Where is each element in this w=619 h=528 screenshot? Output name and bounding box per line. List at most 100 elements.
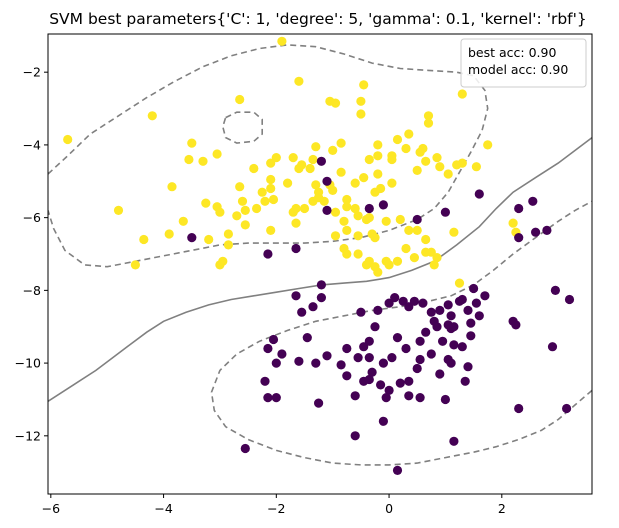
point-class-0 bbox=[392, 465, 403, 475]
point-class-1 bbox=[215, 207, 225, 217]
point-class-0 bbox=[364, 353, 374, 363]
point-class-0 bbox=[316, 280, 326, 290]
point-class-0 bbox=[322, 176, 332, 186]
point-class-0 bbox=[463, 305, 473, 315]
point-class-1 bbox=[401, 243, 411, 254]
point-class-0 bbox=[440, 207, 450, 217]
point-class-1 bbox=[401, 143, 411, 154]
point-class-1 bbox=[311, 180, 321, 190]
point-class-1 bbox=[240, 220, 250, 230]
point-class-1 bbox=[336, 167, 346, 177]
point-class-1 bbox=[291, 218, 301, 228]
point-class-1 bbox=[187, 138, 197, 148]
point-class-0 bbox=[271, 393, 281, 403]
x-tick-label: 0 bbox=[385, 501, 393, 516]
annotation-frame bbox=[460, 38, 587, 88]
point-class-1 bbox=[356, 109, 366, 119]
point-class-0 bbox=[460, 376, 470, 386]
point-class-1 bbox=[198, 156, 208, 166]
point-class-1 bbox=[249, 163, 259, 174]
point-class-1 bbox=[139, 234, 149, 245]
point-class-1 bbox=[409, 253, 419, 263]
point-class-1 bbox=[412, 165, 422, 175]
point-class-0 bbox=[392, 333, 403, 343]
point-class-1 bbox=[353, 231, 363, 241]
point-class-0 bbox=[376, 380, 386, 390]
y-axis-ticks: −2 −4 −6 −8 −10 −12 bbox=[15, 65, 48, 443]
point-class-1 bbox=[342, 225, 352, 235]
point-class-0 bbox=[435, 305, 445, 315]
point-class-0 bbox=[547, 342, 558, 352]
point-class-0 bbox=[426, 307, 436, 317]
point-class-0 bbox=[429, 316, 439, 326]
point-class-1 bbox=[392, 256, 403, 266]
point-class-0 bbox=[412, 214, 422, 225]
point-class-1 bbox=[330, 98, 341, 108]
point-class-1 bbox=[314, 193, 324, 203]
point-class-1 bbox=[421, 234, 431, 245]
point-class-1 bbox=[130, 260, 140, 270]
point-class-1 bbox=[361, 260, 372, 270]
point-class-1 bbox=[376, 183, 386, 194]
point-class-0 bbox=[404, 391, 414, 401]
point-class-0 bbox=[446, 358, 456, 368]
point-class-0 bbox=[514, 403, 524, 414]
point-class-0 bbox=[457, 294, 467, 305]
point-class-1 bbox=[342, 202, 352, 212]
point-class-1 bbox=[421, 156, 431, 166]
point-class-1 bbox=[237, 196, 248, 206]
point-class-1 bbox=[266, 174, 276, 185]
point-class-1 bbox=[63, 134, 73, 145]
point-class-1 bbox=[392, 134, 403, 145]
point-class-0 bbox=[370, 322, 380, 332]
point-class-1 bbox=[342, 249, 352, 259]
point-class-0 bbox=[384, 385, 394, 395]
point-class-1 bbox=[353, 211, 363, 221]
point-class-0 bbox=[314, 398, 324, 408]
point-class-0 bbox=[466, 318, 476, 328]
point-class-0 bbox=[562, 403, 572, 414]
point-class-1 bbox=[412, 225, 422, 235]
point-class-1 bbox=[240, 205, 250, 215]
point-class-0 bbox=[240, 443, 250, 454]
point-class-0 bbox=[415, 336, 425, 346]
point-class-1 bbox=[308, 154, 318, 165]
point-class-1 bbox=[271, 153, 281, 163]
point-class-1 bbox=[223, 240, 233, 250]
point-class-1 bbox=[373, 169, 383, 179]
point-class-0 bbox=[440, 394, 450, 405]
point-class-1 bbox=[435, 162, 445, 172]
point-class-0 bbox=[271, 358, 281, 368]
point-class-1 bbox=[235, 182, 245, 192]
annotation-box: best acc: 0.90 model acc: 0.90 bbox=[460, 38, 587, 88]
point-class-0 bbox=[311, 358, 321, 368]
point-class-0 bbox=[412, 363, 422, 374]
point-class-0 bbox=[359, 342, 369, 352]
point-class-0 bbox=[443, 300, 453, 310]
point-class-1 bbox=[395, 214, 405, 225]
point-class-0 bbox=[322, 205, 332, 215]
point-class-0 bbox=[367, 367, 377, 377]
point-class-0 bbox=[364, 203, 374, 214]
point-class-0 bbox=[302, 333, 312, 343]
point-class-1 bbox=[294, 76, 304, 86]
point-class-0 bbox=[449, 436, 459, 446]
point-class-0 bbox=[316, 293, 326, 303]
scatter-points bbox=[63, 36, 575, 475]
point-class-1 bbox=[457, 89, 467, 99]
point-class-1 bbox=[299, 203, 310, 214]
point-class-0 bbox=[260, 376, 270, 386]
point-class-1 bbox=[426, 247, 436, 257]
point-class-0 bbox=[263, 393, 273, 403]
point-class-1 bbox=[404, 129, 414, 139]
point-class-1 bbox=[235, 94, 245, 105]
point-class-0 bbox=[395, 378, 405, 388]
point-class-0 bbox=[350, 391, 360, 401]
point-class-0 bbox=[291, 291, 301, 301]
plot-frame bbox=[47, 33, 593, 495]
point-class-1 bbox=[373, 151, 383, 161]
point-class-0 bbox=[350, 431, 360, 441]
point-class-0 bbox=[378, 416, 388, 426]
point-class-1 bbox=[215, 260, 225, 270]
point-class-1 bbox=[350, 178, 360, 188]
